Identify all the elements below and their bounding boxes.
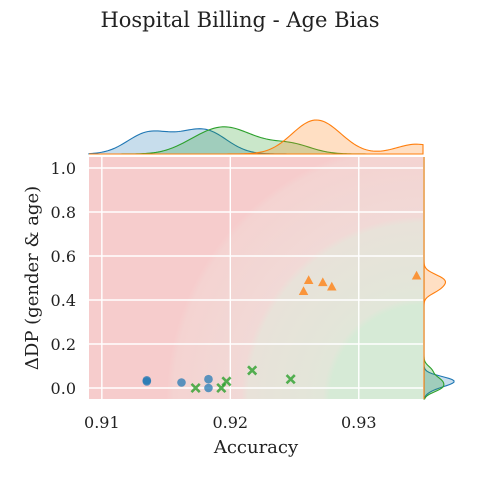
data-points (142, 270, 422, 394)
y-axis-label: ΔDP (gender & age) (22, 186, 43, 370)
right-marginal-kde (423, 157, 455, 400)
y-tick-label: 0.8 (51, 203, 76, 222)
chart-title: Hospital Billing - Age Bias (100, 8, 379, 32)
top-marginal-kde (88, 119, 424, 155)
top-kde-curve (89, 119, 424, 155)
y-tick-label: 0.6 (51, 247, 76, 266)
data-point-triangle (298, 286, 309, 295)
data-point-circle (177, 378, 186, 387)
data-point-triangle (411, 270, 422, 280)
data-point-x (190, 382, 201, 394)
x-tick-labels: 0.91 0.92 0.93 (84, 413, 377, 432)
y-tick-labels: 0.0 0.2 0.4 0.6 0.8 1.0 (51, 159, 76, 398)
x-tick-label: 0.93 (341, 413, 377, 432)
data-point-triangle (303, 275, 314, 284)
data-point-x (285, 374, 296, 385)
data-point-x (247, 365, 258, 376)
y-tick-label: 0.4 (51, 291, 76, 310)
data-point-circle (204, 383, 213, 393)
data-point-triangle (327, 281, 337, 291)
y-tick-label: 0.2 (51, 335, 76, 354)
plot-area (89, 157, 423, 399)
data-point-circle (142, 376, 152, 385)
grid-lines (89, 157, 423, 399)
right-kde-curve (423, 157, 447, 399)
y-tick-label: 0.0 (51, 379, 76, 398)
data-point-triangle (318, 277, 328, 287)
x-tick-label: 0.91 (84, 413, 120, 432)
x-tick-label: 0.92 (212, 413, 248, 432)
data-point-x (221, 376, 232, 387)
x-axis-label: Accuracy (213, 437, 299, 458)
y-tick-label: 1.0 (51, 159, 76, 178)
data-point-circle (204, 374, 213, 384)
